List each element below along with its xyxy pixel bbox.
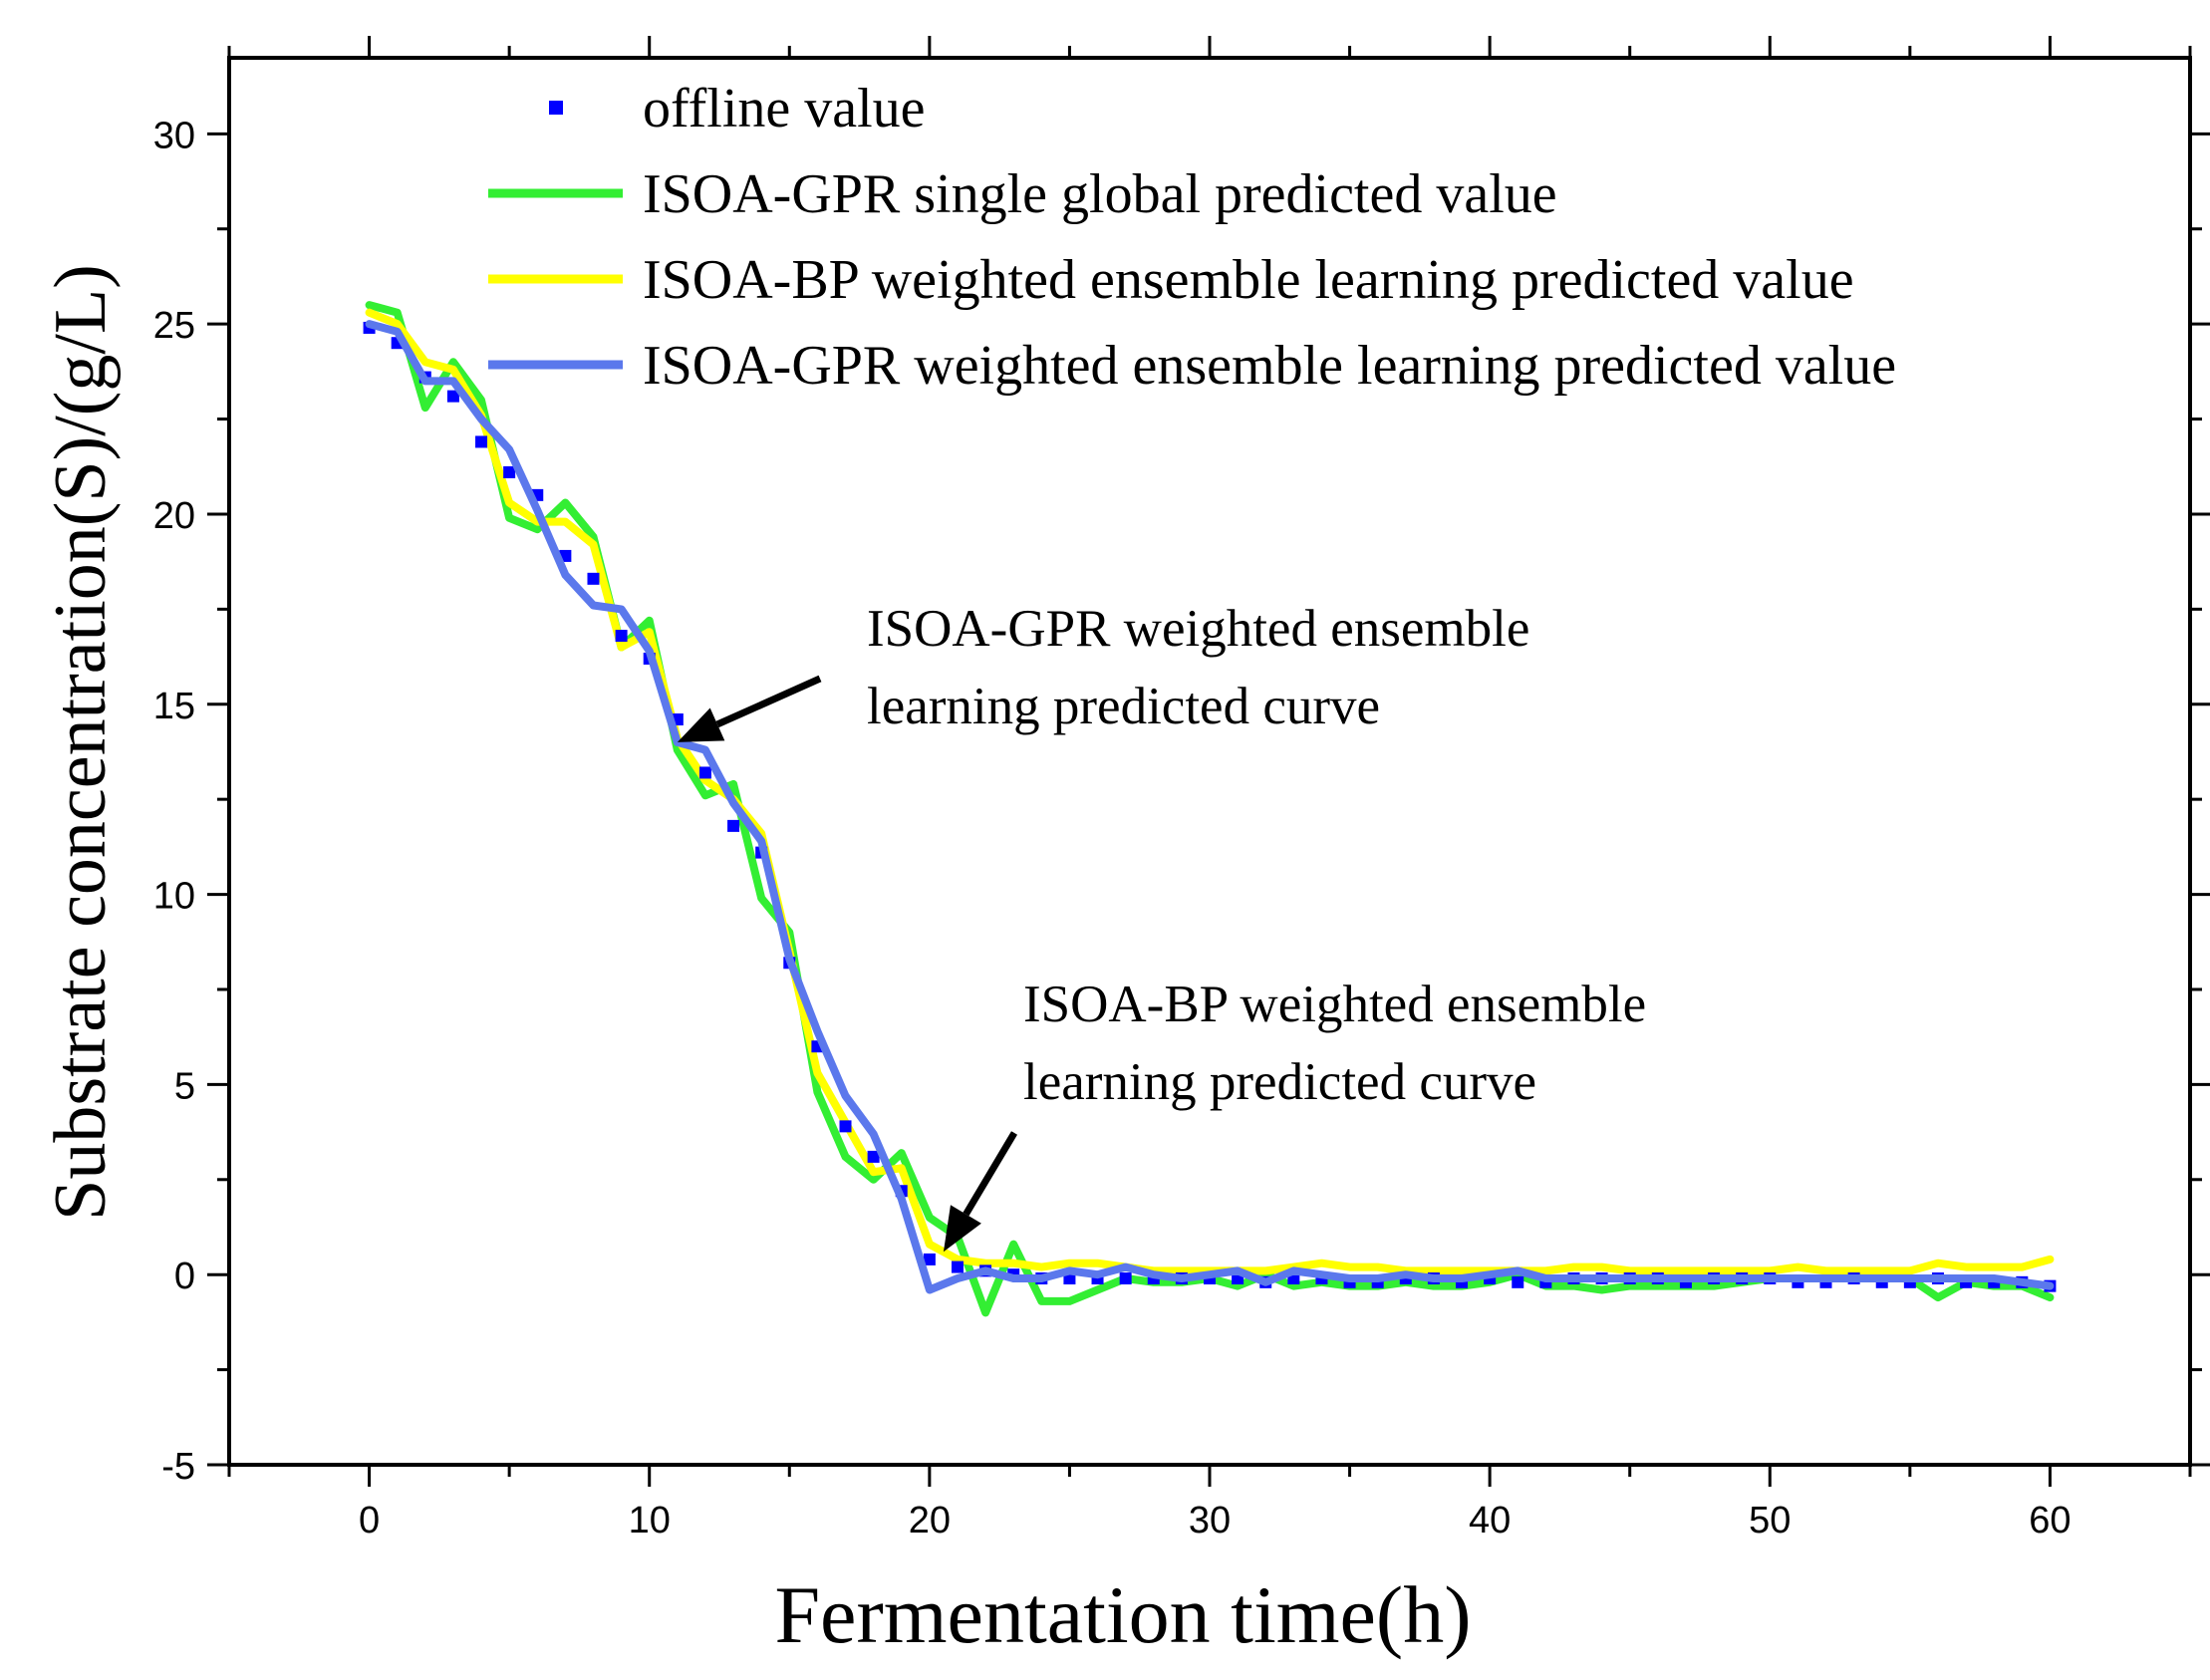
x-tick-label: 10 <box>629 1500 671 1541</box>
legend-label: ISOA-BP weighted ensemble learning predi… <box>643 249 1854 311</box>
data-point <box>503 465 516 478</box>
series-line-3 <box>365 308 2055 1275</box>
legend-label: offline value <box>643 78 926 140</box>
data-point <box>867 1150 880 1163</box>
annotation-arrowhead <box>677 707 725 742</box>
data-point <box>727 819 740 832</box>
y-tick-label: 10 <box>153 876 195 918</box>
y-tick-label: 20 <box>153 495 195 537</box>
series-line-2 <box>365 301 2055 1317</box>
data-point <box>615 630 628 643</box>
y-tick-label: 0 <box>174 1256 195 1297</box>
x-tick-label: 0 <box>359 1500 380 1541</box>
x-tick-label: 40 <box>1469 1500 1511 1541</box>
x-tick-label: 30 <box>1189 1500 1231 1541</box>
data-point <box>923 1253 936 1265</box>
x-tick-label: 50 <box>1749 1500 1791 1541</box>
x-tick-label: 60 <box>2029 1500 2071 1541</box>
y-tick-label: -5 <box>161 1446 195 1488</box>
x-tick-label: 20 <box>909 1500 951 1541</box>
data-point <box>951 1260 964 1273</box>
legend: offline value ISOA-GPR single global pred… <box>488 78 1896 397</box>
data-point <box>587 572 600 585</box>
annotation-arrowhead <box>943 1205 981 1253</box>
series-layer <box>363 301 2057 1317</box>
legend-label: ISOA-GPR weighted ensemble learning pred… <box>643 335 1896 397</box>
data-point <box>698 766 711 779</box>
annotation-arrow <box>715 675 822 728</box>
data-point <box>1119 1272 1132 1285</box>
y-tick-label: 5 <box>174 1065 195 1107</box>
axis-ticks: 0 10 20 30 40 50 60 -5 0 5 10 15 20 25 30 <box>153 36 2210 1541</box>
annotation-text: learning predicted curve <box>867 678 1380 735</box>
data-point <box>475 435 488 448</box>
legend-marker <box>549 101 563 115</box>
data-point <box>839 1120 852 1133</box>
annotation-text: ISOA-BP weighted ensemble <box>1023 976 1646 1033</box>
y-tick-label: 30 <box>153 115 195 156</box>
legend-label: ISOA-GPR single global predicted value <box>643 163 1557 225</box>
x-axis-title: Fermentation time(h) <box>774 1569 1471 1660</box>
series-line-4 <box>365 320 2055 1294</box>
annotation-text: learning predicted curve <box>1023 1053 1536 1111</box>
annotation-text: ISOA-GPR weighted ensemble <box>867 600 1529 658</box>
y-tick-label: 25 <box>153 305 195 347</box>
data-point <box>446 390 459 403</box>
annotation-arrow <box>963 1131 1018 1217</box>
series-offline-markers <box>363 321 2057 1292</box>
annotations: ISOA-GPR weighted ensemble learning predi… <box>677 600 1646 1253</box>
data-point <box>1512 1275 1524 1288</box>
y-tick-label: 15 <box>153 686 195 727</box>
y-axis-title: Substrate concentration(S)/(g/L) <box>40 264 122 1221</box>
